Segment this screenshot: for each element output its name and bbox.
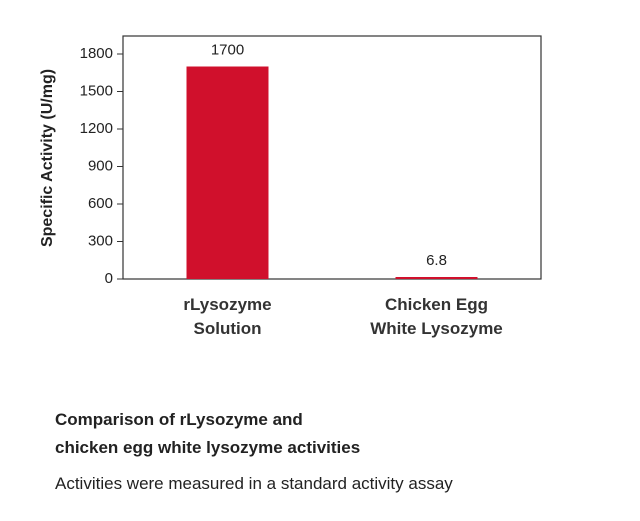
y-tick-label: 1500	[80, 82, 113, 99]
chart: Specific Activity (U/mg) 0 300 600 900 1200 1…	[39, 35, 542, 287]
y-tick-label: 600	[88, 195, 113, 212]
y-tick-label: 0	[105, 270, 113, 287]
caption-subtitle: Activities were measured in a standard a…	[55, 474, 453, 493]
y-tick-label: 1800	[80, 45, 113, 62]
x-tick-label: rLysozyme Solution	[183, 295, 272, 338]
y-tick-label: 1200	[80, 120, 113, 137]
bar	[186, 66, 269, 279]
value-label: 6.8	[426, 252, 447, 269]
plot-frame	[122, 35, 542, 280]
value-label: 1700	[211, 41, 244, 58]
y-tick-label: 900	[88, 157, 113, 174]
caption-title: Comparison of rLysozyme and chicken egg …	[55, 410, 361, 457]
x-tick-label: Chicken Egg White Lysozyme	[370, 295, 503, 338]
y-tick-label: 300	[88, 232, 113, 249]
y-axis-label: Specific Activity (U/mg)	[39, 69, 56, 247]
bar	[395, 277, 478, 279]
